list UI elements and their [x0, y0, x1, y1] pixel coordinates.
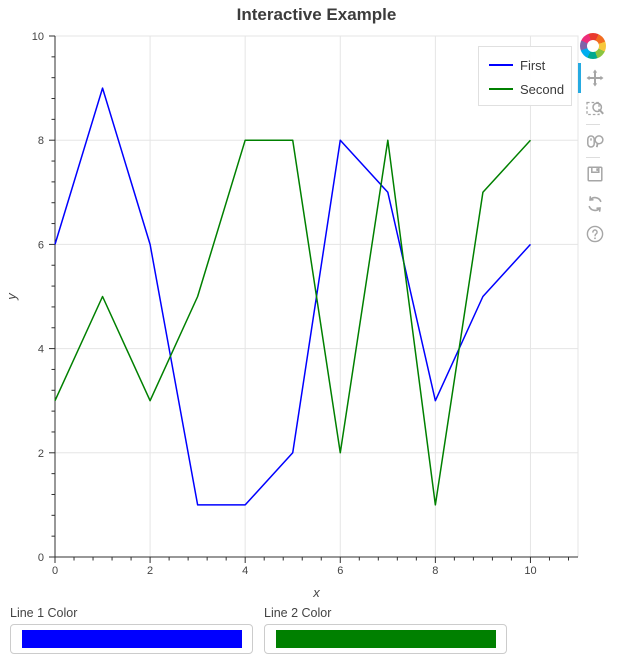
box-zoom-tool-button[interactable]: [578, 93, 608, 123]
legend-line-sample: [489, 88, 513, 90]
toolbar-separator: [586, 157, 600, 158]
legend-item-label: Second: [520, 81, 565, 97]
color-picker-widget-line2: Line 2 Color: [264, 606, 507, 654]
x-tick-label: 0: [52, 565, 58, 577]
line1-color-picker[interactable]: [10, 624, 253, 654]
help-tool-button[interactable]: [578, 219, 608, 249]
save-tool-button[interactable]: [578, 159, 608, 189]
toolbar-tools: [578, 63, 608, 249]
save-icon: [586, 166, 603, 182]
reset-tool-button[interactable]: [578, 189, 608, 219]
pan-icon: [586, 69, 603, 87]
legend-item: First: [479, 53, 571, 77]
toolbar-separator: [586, 124, 600, 125]
reset-icon: [588, 196, 601, 212]
plot-area: 0 2 4 6 8 10 0 2 4 6 8 10 x y: [4, 31, 579, 600]
wheel-zoom-tool-button[interactable]: [578, 126, 608, 156]
help-icon: [586, 225, 603, 243]
color-picker-label: Line 1 Color: [10, 606, 78, 620]
y-tick-label: 0: [38, 552, 44, 564]
line1-color-swatch: [22, 630, 242, 648]
x-axis-label: x: [312, 585, 320, 600]
line2-color-swatch: [276, 630, 496, 648]
y-tick-label: 6: [38, 239, 44, 251]
line2-color-picker[interactable]: [264, 624, 507, 654]
y-tick-label: 10: [32, 31, 44, 43]
x-tick-label: 2: [147, 565, 153, 577]
y-tick-label: 4: [38, 344, 44, 356]
wheel-zoom-icon: [586, 135, 604, 148]
y-axis-label: y: [4, 292, 19, 301]
box-zoom-icon: [585, 101, 604, 116]
line-second: [54, 139, 532, 506]
color-picker-widget-line1: Line 1 Color: [10, 606, 253, 654]
plot-title: Interactive Example: [236, 5, 397, 24]
widgets-row: Line 1 Color Line 2 Color: [0, 606, 642, 654]
x-tick-label: 10: [524, 565, 536, 577]
bokeh-logo[interactable]: [580, 33, 606, 59]
x-tick-label: 6: [337, 565, 343, 577]
legend-item-label: First: [520, 57, 546, 73]
y-tick-label: 8: [38, 135, 44, 147]
plot-outline: [55, 35, 579, 557]
color-picker-label: Line 2 Color: [264, 606, 332, 620]
toolbar: [578, 33, 608, 249]
legend-item: Second: [479, 77, 571, 101]
x-tick-label: 8: [432, 565, 438, 577]
x-tick-label: 4: [242, 565, 248, 577]
legend-line-sample: [489, 64, 513, 66]
line-first: [54, 87, 532, 506]
y-tick-label: 2: [38, 448, 44, 460]
pan-tool-button[interactable]: [578, 63, 608, 93]
plot-canvas[interactable]: [55, 36, 578, 557]
legend: First Second: [478, 46, 572, 106]
